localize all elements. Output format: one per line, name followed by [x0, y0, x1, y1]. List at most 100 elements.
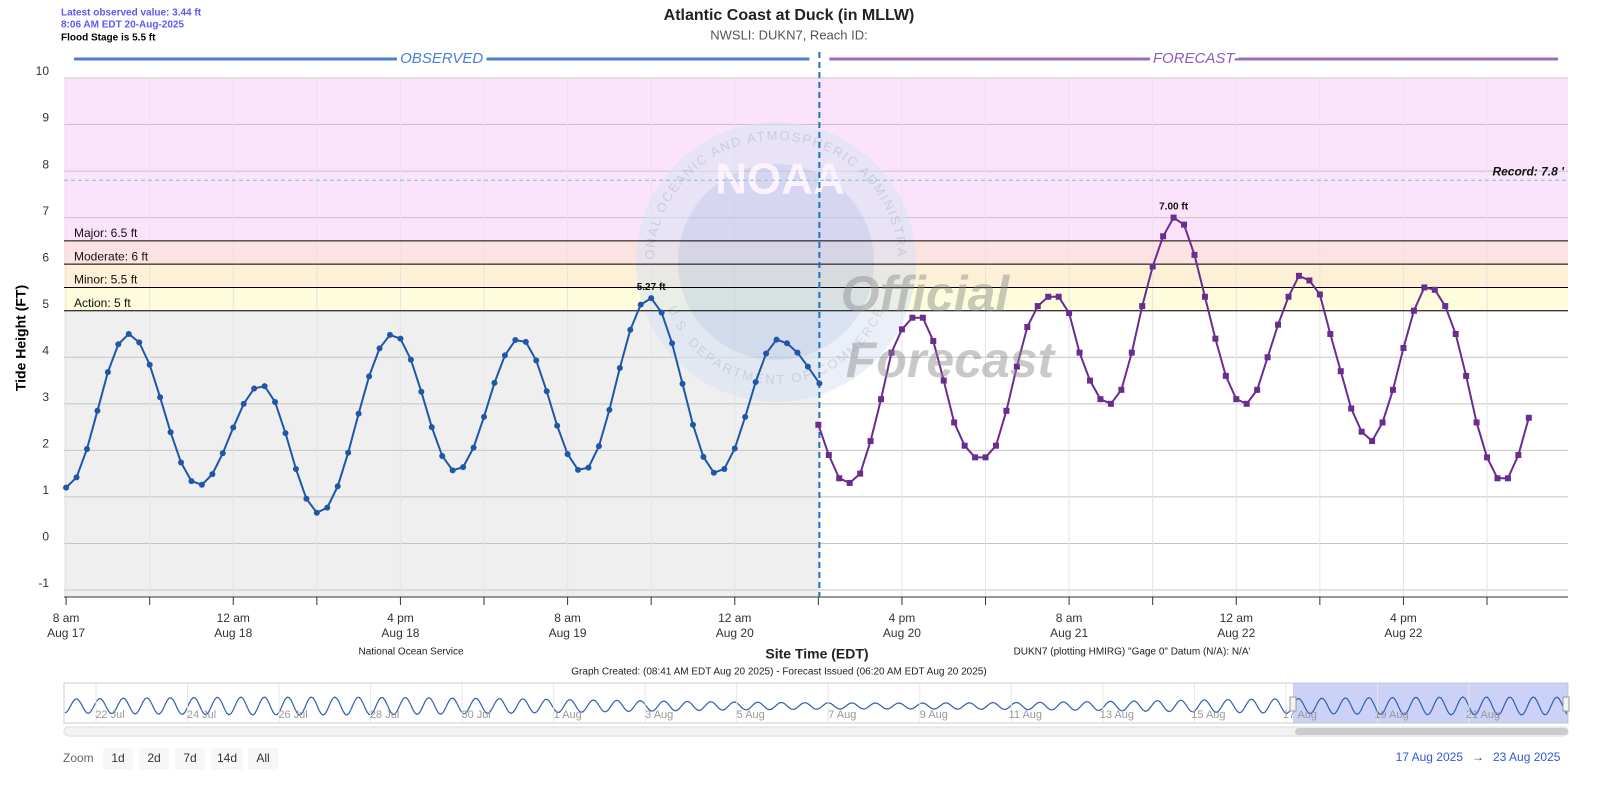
point [1515, 452, 1522, 459]
point [1264, 354, 1271, 361]
point [710, 469, 717, 476]
point [752, 378, 759, 385]
point [700, 453, 707, 460]
point [313, 509, 320, 516]
point [606, 406, 613, 413]
point [1055, 293, 1062, 300]
credit-created: Graph Created: (08:41 AM EDT Aug 20 2025… [571, 667, 986, 678]
point [1160, 233, 1167, 240]
navigator-label: 24 Jul [187, 709, 216, 721]
point [230, 424, 237, 431]
point [1013, 363, 1020, 370]
y-tick-label: 1 [42, 483, 49, 497]
point [1410, 307, 1417, 314]
point [1389, 386, 1396, 393]
point [146, 361, 153, 368]
navigator-label: 17 Aug [1283, 709, 1317, 721]
point [1275, 321, 1282, 328]
point [1379, 419, 1386, 426]
y-tick-label: 2 [42, 437, 49, 451]
point [397, 335, 404, 342]
zoom-button[interactable] [139, 748, 169, 770]
point [334, 483, 341, 490]
x-tick-label: 12 am Aug 18 [214, 611, 252, 640]
point [1400, 344, 1407, 351]
point [982, 454, 989, 461]
point [1473, 419, 1480, 426]
point [595, 443, 602, 450]
point [1327, 331, 1334, 337]
point [1045, 293, 1052, 300]
point [240, 400, 247, 407]
range-to[interactable]: 23 Aug 2025 [1493, 750, 1561, 764]
range-from[interactable]: 17 Aug 2025 [1396, 750, 1464, 764]
point [689, 421, 696, 428]
point [564, 451, 571, 458]
point [1316, 291, 1323, 298]
point [1118, 386, 1125, 393]
point [449, 467, 456, 474]
range-arrow: → [1472, 750, 1484, 764]
point [282, 430, 289, 437]
zoom-button-label[interactable]: 14d [217, 751, 237, 765]
point [846, 479, 853, 486]
point [1233, 396, 1240, 403]
info-time: 8:06 AM EDT 20-Aug-2025 [61, 20, 184, 31]
point [219, 450, 226, 457]
point [637, 301, 644, 308]
zoom-button[interactable] [103, 748, 133, 770]
point [63, 484, 70, 491]
point [1243, 400, 1250, 407]
zoom-button-label[interactable]: 2d [147, 751, 160, 765]
navigator-label: 11 Aug [1009, 709, 1042, 721]
x-tick-label-line: Aug 18 [214, 626, 252, 640]
zoom-button-label[interactable]: All [256, 751, 269, 765]
navigator-selection[interactable] [1293, 683, 1568, 723]
point [627, 326, 634, 333]
navigator-label: 30 Jul [461, 709, 490, 721]
x-tick-label: 8 am Aug 17 [47, 611, 85, 640]
point [930, 337, 937, 344]
scrollbar-thumb[interactable] [1295, 728, 1568, 735]
point [1369, 438, 1376, 445]
x-tick-label: 8 am Aug 19 [549, 611, 587, 640]
x-tick-label: 4 pm Aug 22 [1384, 611, 1422, 640]
x-tick-label-line: 4 pm [1390, 611, 1417, 625]
flood-label: Minor: 5.5 ft [74, 273, 138, 287]
y-tick-label: 5 [42, 297, 49, 311]
navigator-label: 22 Jul [95, 709, 124, 721]
navigator-handle[interactable] [1289, 696, 1297, 712]
point [909, 314, 916, 321]
point [1463, 372, 1470, 379]
point [731, 445, 738, 452]
point [1254, 386, 1261, 393]
point [1170, 214, 1177, 221]
point [198, 481, 205, 488]
point [898, 326, 905, 333]
zoom-button[interactable] [175, 748, 205, 770]
point [804, 363, 811, 370]
y-tick-label: -1 [38, 576, 49, 590]
x-tick-label-line: 4 pm [889, 611, 916, 625]
point [658, 309, 665, 316]
point [366, 373, 373, 380]
point [1222, 372, 1229, 379]
point [888, 349, 895, 356]
point [261, 383, 268, 390]
zoom-button-label[interactable]: 7d [183, 751, 196, 765]
navigator-label: 21 Aug [1466, 709, 1500, 721]
zoom-button[interactable] [211, 748, 243, 770]
point [355, 410, 362, 417]
point [972, 454, 979, 461]
zoom-button-label[interactable]: 1d [111, 751, 124, 765]
point [1128, 349, 1135, 356]
navigator-handle[interactable] [1562, 696, 1570, 712]
point [1431, 286, 1438, 293]
point [83, 445, 90, 452]
navigator-label: 3 Aug [645, 709, 673, 721]
zoom-button[interactable] [248, 748, 278, 770]
y-tick-label: 7 [42, 204, 49, 218]
point [376, 345, 383, 352]
credit-right: DUKN7 (plotting HMIRG) "Gage 0" Datum (N… [1014, 647, 1251, 658]
